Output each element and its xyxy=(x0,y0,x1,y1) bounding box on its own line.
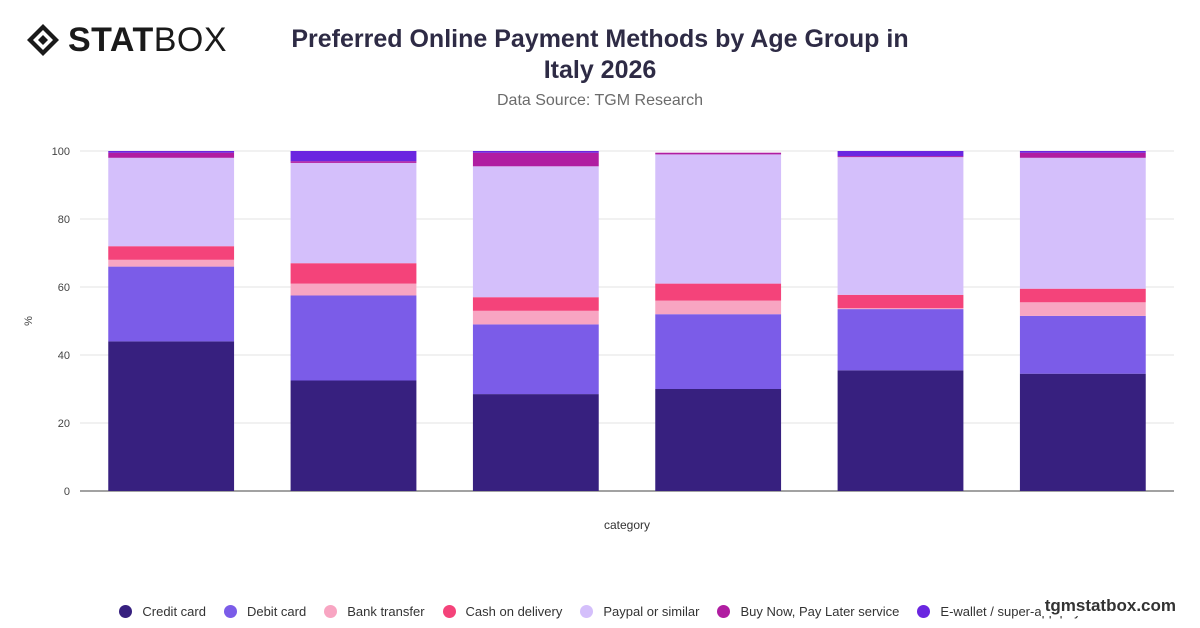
bar-segment-paypal-or-similar xyxy=(1019,157,1146,289)
bar-segment-bank-transfer xyxy=(655,300,782,315)
bar-segment-cash-on-delivery xyxy=(472,297,599,311)
bar-segment-credit-card xyxy=(655,389,782,491)
legend-item[interactable]: Credit card xyxy=(119,604,206,619)
x-axis-label: category xyxy=(604,518,650,532)
chart-title: Preferred Online Payment Methods by Age … xyxy=(270,24,930,86)
bar-segment-buy-now-pay-later-service xyxy=(1019,152,1146,158)
chart-title-line-2: Italy 2026 xyxy=(543,56,657,84)
legend-item[interactable]: Debit card xyxy=(223,603,307,619)
y-tick-label: 60 xyxy=(58,282,70,294)
y-axis-label: % xyxy=(23,316,35,326)
bar-segment-credit-card xyxy=(837,370,964,491)
bar-segment-e-wallet-super-app-pay xyxy=(108,151,235,153)
bar-segment-credit-card xyxy=(472,394,599,491)
legend-swatch xyxy=(717,604,731,618)
bar-segment-bank-transfer xyxy=(290,283,417,296)
statbox-logo: STATBOX xyxy=(26,22,227,58)
legend-label: Buy Now, Pay Later service xyxy=(740,603,900,619)
bar-segment-bank-transfer xyxy=(837,308,964,310)
bar-segment-cash-on-delivery xyxy=(837,294,964,309)
legend-swatch xyxy=(580,604,594,618)
bar-segment-credit-card xyxy=(290,380,417,491)
bar-segment-buy-now-pay-later-service xyxy=(472,152,599,167)
bar-segment-cash-on-delivery xyxy=(290,263,417,284)
legend-swatch xyxy=(223,604,237,618)
legend-swatch xyxy=(442,604,456,618)
chart-title-line-1: Preferred Online Payment Methods by Age … xyxy=(291,25,909,53)
bar-segment-cash-on-delivery xyxy=(108,246,235,260)
bar-segment-paypal-or-similar xyxy=(837,157,964,295)
bar-segment-paypal-or-similar xyxy=(290,162,417,264)
legend-label: Credit card xyxy=(142,603,206,619)
bar-segment-debit-card xyxy=(290,295,417,381)
bar-segment-credit-card xyxy=(108,341,235,491)
footer-brand: tgmstatbox.com xyxy=(1040,596,1176,616)
bar-segment-buy-now-pay-later-service xyxy=(837,156,964,158)
y-tick-label: 40 xyxy=(58,350,70,362)
bar-segment-cash-on-delivery xyxy=(655,283,782,301)
bar-segment-debit-card xyxy=(655,314,782,389)
bar-segment-buy-now-pay-later-service xyxy=(655,152,782,155)
bar-segment-debit-card xyxy=(1019,315,1146,374)
bar-segment-paypal-or-similar xyxy=(472,166,599,298)
bar-segment-paypal-or-similar xyxy=(655,154,782,284)
legend-label: Cash on delivery xyxy=(465,603,563,619)
chart-legend: Credit card Debit card Bank transfer Cash o… xyxy=(0,601,1200,621)
bar-segment-paypal-or-similar xyxy=(108,157,235,247)
legend-item[interactable]: Cash on delivery xyxy=(442,603,563,619)
legend-swatch xyxy=(324,604,338,618)
y-tick-label: 80 xyxy=(58,214,70,226)
bar-segment-bank-transfer xyxy=(108,259,235,267)
bar-segment-buy-now-pay-later-service xyxy=(108,152,235,158)
logo-wordmark: STATBOX xyxy=(68,22,227,58)
bar-segment-e-wallet-super-app-pay xyxy=(1019,151,1146,153)
y-tick-label: 100 xyxy=(52,146,70,158)
bar-segment-e-wallet-super-app-pay xyxy=(472,151,599,153)
legend-swatch xyxy=(917,604,931,618)
bar-segment-credit-card xyxy=(1019,373,1146,491)
y-tick-label: 20 xyxy=(58,418,70,430)
chart-subtitle: Data Source: TGM Research xyxy=(496,92,703,109)
stacked-bar-chart: 0 20 40 60 80 100% category xyxy=(23,146,1174,532)
bar-segment-e-wallet-super-app-pay xyxy=(290,151,417,162)
y-tick-label: 0 xyxy=(64,486,70,498)
legend-swatch xyxy=(119,604,133,618)
legend-item[interactable]: Buy Now, Pay Later service xyxy=(717,604,899,619)
bar-segment-debit-card xyxy=(837,309,964,371)
bar-segment-bank-transfer xyxy=(472,310,599,325)
legend-item[interactable]: Paypal or similar xyxy=(580,604,699,619)
legend-item[interactable]: Bank transfer xyxy=(324,603,425,619)
bar-segment-debit-card xyxy=(472,324,599,395)
bar-segment-buy-now-pay-later-service xyxy=(290,161,417,163)
legend-label: Paypal or similar xyxy=(603,603,700,619)
bar-segment-bank-transfer xyxy=(1019,302,1146,316)
bar-segment-debit-card xyxy=(108,266,235,342)
logo-light-text: BOX xyxy=(153,21,228,59)
bar-segment-e-wallet-super-app-pay xyxy=(837,151,964,157)
diamond-logo-icon xyxy=(27,24,59,56)
bar-segment-cash-on-delivery xyxy=(1019,288,1146,303)
legend-label: Bank transfer xyxy=(347,603,425,619)
legend-label: Debit card xyxy=(246,603,307,619)
logo-bold-text: STAT xyxy=(68,21,154,59)
